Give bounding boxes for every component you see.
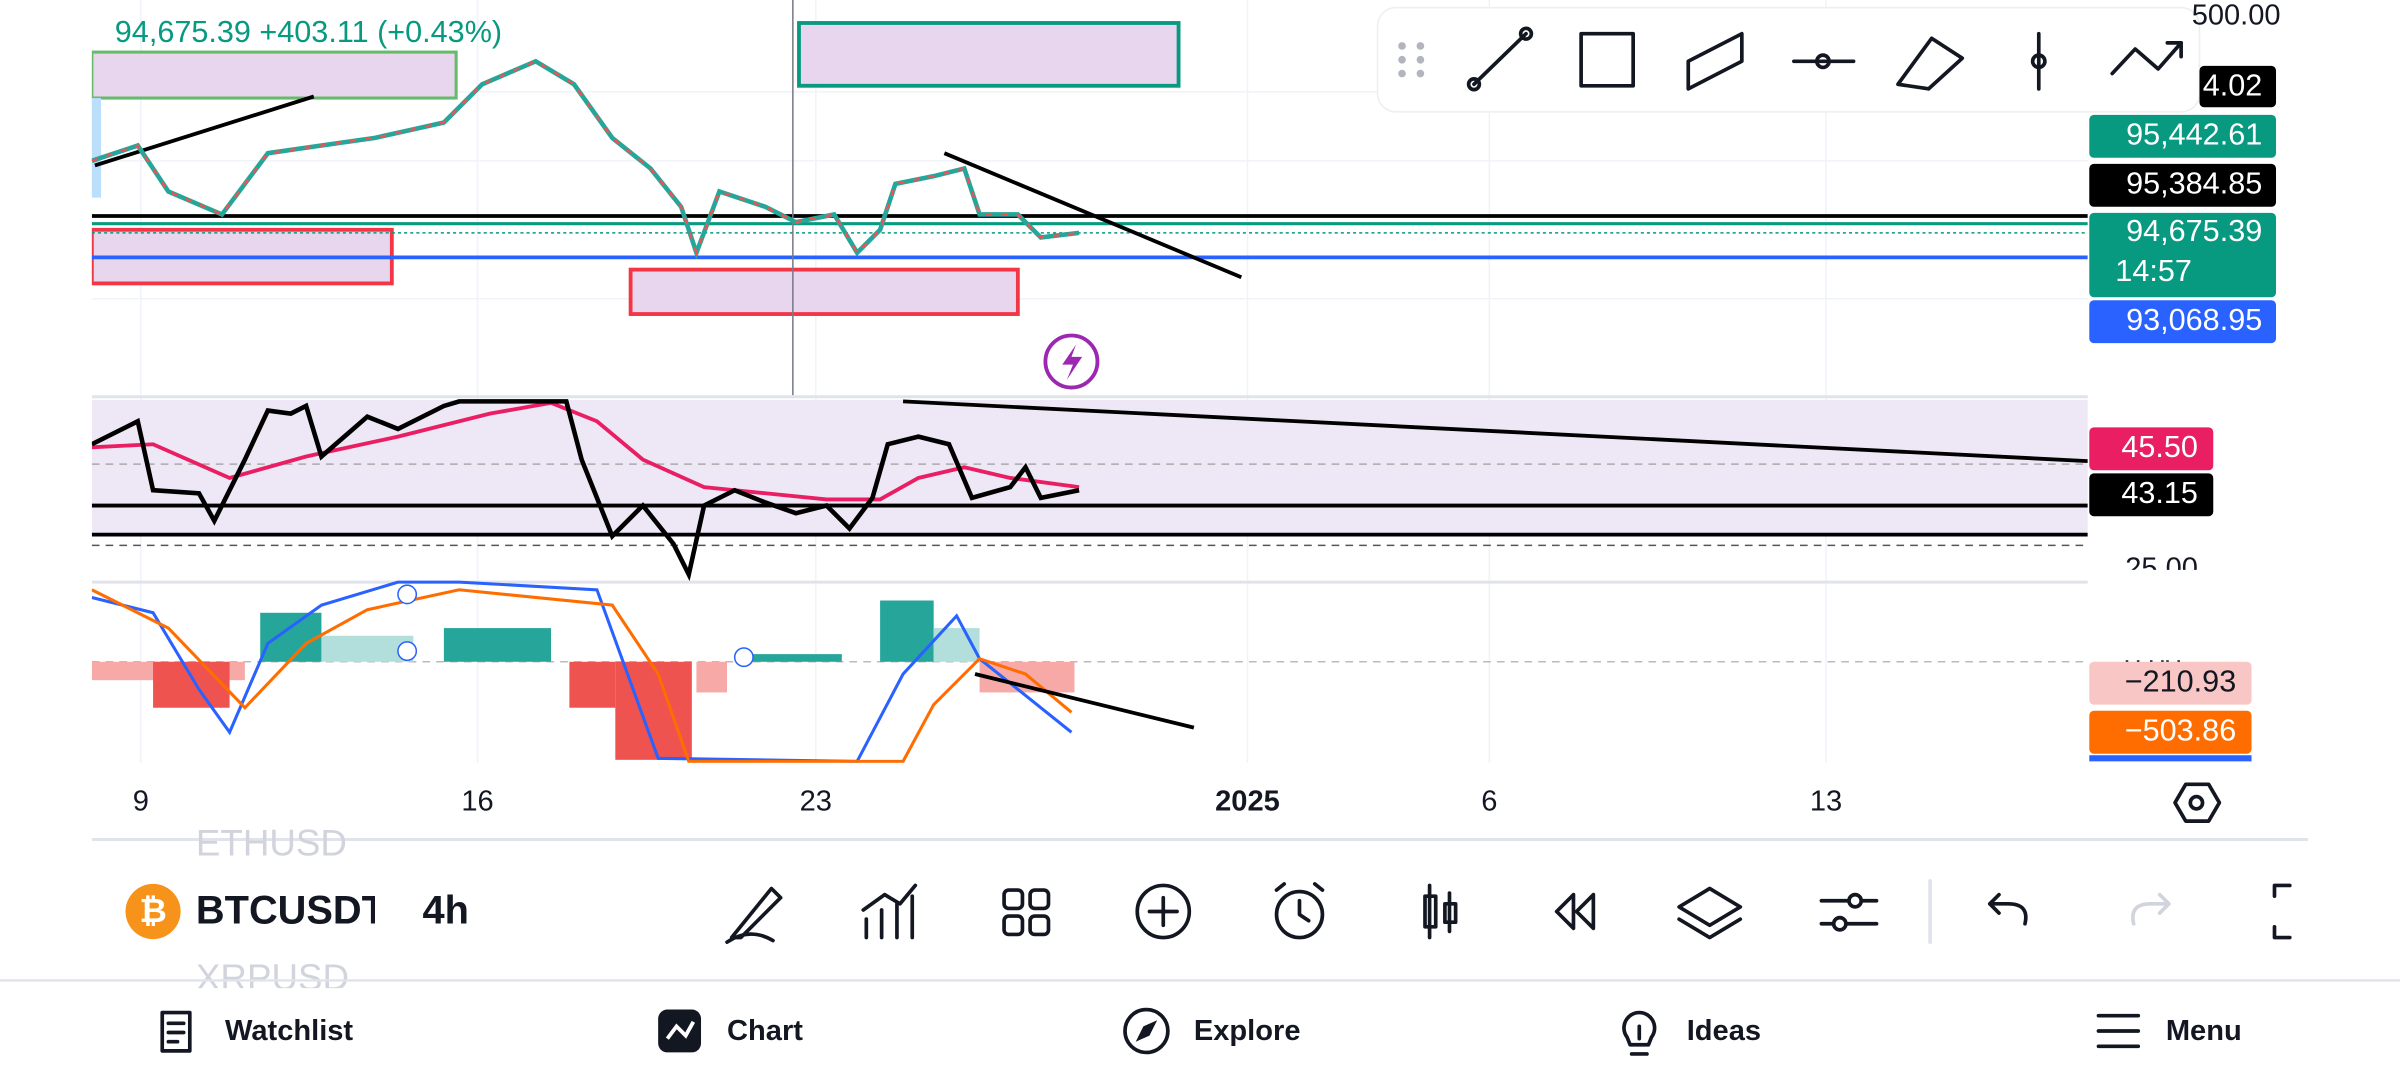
- price-label: 95,442.61: [2126, 117, 2262, 151]
- fullscreen-icon[interactable]: [2272, 883, 2292, 940]
- zone-box: [91, 50, 458, 100]
- rsi-ma-line: [91, 400, 1080, 502]
- settings-icon[interactable]: [2173, 782, 2222, 823]
- add-icon[interactable]: [1135, 883, 1192, 940]
- symbol-picker[interactable]: ETHUSD ₿ BTCUSDT XRPUSD: [125, 822, 386, 998]
- time-tick: 9: [133, 785, 149, 817]
- countdown: 14:57: [2115, 254, 2192, 288]
- macd-line: [91, 580, 1073, 763]
- nav-icon[interactable]: [160, 1010, 192, 1053]
- tool-icon[interactable]: [2030, 31, 2047, 91]
- nav-bar: Watchlist Chart Explore Ideas Menu: [160, 1007, 2242, 1056]
- last-price: 94,675.39: [2126, 214, 2262, 248]
- tool-icon[interactable]: [1466, 26, 1534, 92]
- anchor: [397, 641, 418, 662]
- trend-line: [943, 151, 1243, 280]
- redo-icon[interactable]: [2131, 892, 2171, 926]
- nav-icon[interactable]: [1123, 1007, 1170, 1055]
- nav-item[interactable]: Ideas: [1687, 1015, 1761, 1047]
- settings-icon[interactable]: [1847, 892, 1864, 909]
- price-label: 95,384.85: [2126, 166, 2262, 200]
- nav-icon[interactable]: [665, 1020, 696, 1040]
- zone-box: [797, 21, 1181, 88]
- symbol-neighbor: XRPUSD: [196, 957, 349, 998]
- zone-box: [91, 98, 102, 198]
- drawing-toolbar: [1376, 6, 2201, 113]
- price-label-bg: [2199, 65, 2277, 108]
- time-tick: 13: [1810, 785, 1842, 817]
- nav-item[interactable]: Chart: [727, 1015, 803, 1047]
- coin-icon: [125, 883, 181, 940]
- price-label-bg: [2089, 114, 2277, 158]
- replay-icon[interactable]: [1554, 892, 1596, 931]
- event-icon: [1062, 344, 1083, 380]
- symbol[interactable]: BTCUSDT: [196, 889, 386, 933]
- macd-label-bg: [2089, 661, 2252, 705]
- nav-item[interactable]: Watchlist: [225, 1015, 353, 1047]
- macd-label: −210.93: [2125, 664, 2236, 698]
- price-line: [91, 59, 1080, 257]
- main-pane: [91, 0, 2088, 763]
- signal-line: [91, 588, 1073, 763]
- undo-icon[interactable]: [1987, 892, 2028, 926]
- zone-box: [628, 267, 1020, 316]
- price-tick: 500.00: [2192, 0, 2281, 32]
- time-tick: 2025: [1215, 785, 1280, 817]
- nav-icon[interactable]: [2096, 1013, 2141, 1049]
- tool-icon[interactable]: [1579, 31, 1635, 88]
- anchor: [397, 584, 418, 605]
- trend-line: [902, 399, 2088, 464]
- price-label-bg: [2089, 212, 2277, 298]
- nav-item[interactable]: Menu: [2166, 1015, 2242, 1047]
- macd-label-bg: [2089, 710, 2252, 754]
- price-change: 94,675.39 +403.11 (+0.43%): [115, 15, 502, 49]
- nav-icon[interactable]: [1622, 1010, 1657, 1056]
- trend-line: [974, 672, 1195, 730]
- time-tick: 16: [461, 785, 493, 817]
- rsi-band: [91, 399, 2088, 535]
- coin-icon: ₿: [139, 893, 166, 930]
- price-label: 93,068.95: [2126, 303, 2262, 337]
- settings-icon[interactable]: [1831, 915, 1848, 932]
- layers-icon[interactable]: [1677, 886, 1743, 940]
- macd-histogram: [91, 600, 1075, 760]
- trend-line: [94, 94, 315, 168]
- rsi-label-bg: [2089, 473, 2214, 517]
- tool-icon[interactable]: [1896, 36, 1965, 91]
- alert-icon[interactable]: [1274, 882, 1325, 940]
- toolbar-icons[interactable]: [725, 879, 2292, 944]
- anchor: [733, 647, 754, 668]
- tool-icon[interactable]: [1792, 53, 1856, 70]
- tool-icon[interactable]: [2110, 41, 2183, 76]
- rsi-line: [91, 399, 1080, 582]
- price-label-bg: [2089, 300, 2277, 344]
- macd-label: −503.86: [2125, 713, 2236, 747]
- bar-type-icon[interactable]: [1423, 883, 1458, 940]
- layout-icon[interactable]: [1002, 888, 1051, 937]
- rsi-label: 43.15: [2121, 476, 2198, 510]
- mask: [2087, 569, 2272, 581]
- settings-icon[interactable]: [2188, 794, 2205, 811]
- interval[interactable]: 4h: [422, 889, 468, 933]
- indicator-icon[interactable]: [861, 883, 918, 940]
- price-label: 4.02: [2203, 68, 2263, 102]
- time-tick: 23: [800, 785, 832, 817]
- mask: [2087, 643, 2272, 661]
- time-tick: 6: [1481, 785, 1497, 817]
- tool-icon[interactable]: [1686, 31, 1744, 91]
- price-label-bg: [2089, 163, 2277, 207]
- rsi-label: 45.50: [2121, 430, 2198, 464]
- draw-icon[interactable]: [725, 886, 783, 944]
- rsi-label-bg: [2089, 427, 2214, 471]
- macd-label-bg: [2089, 755, 2252, 762]
- nav-item[interactable]: Explore: [1194, 1015, 1301, 1047]
- symbol-neighbor: ETHUSD: [196, 822, 347, 863]
- nav-icon[interactable]: [1135, 1020, 1158, 1042]
